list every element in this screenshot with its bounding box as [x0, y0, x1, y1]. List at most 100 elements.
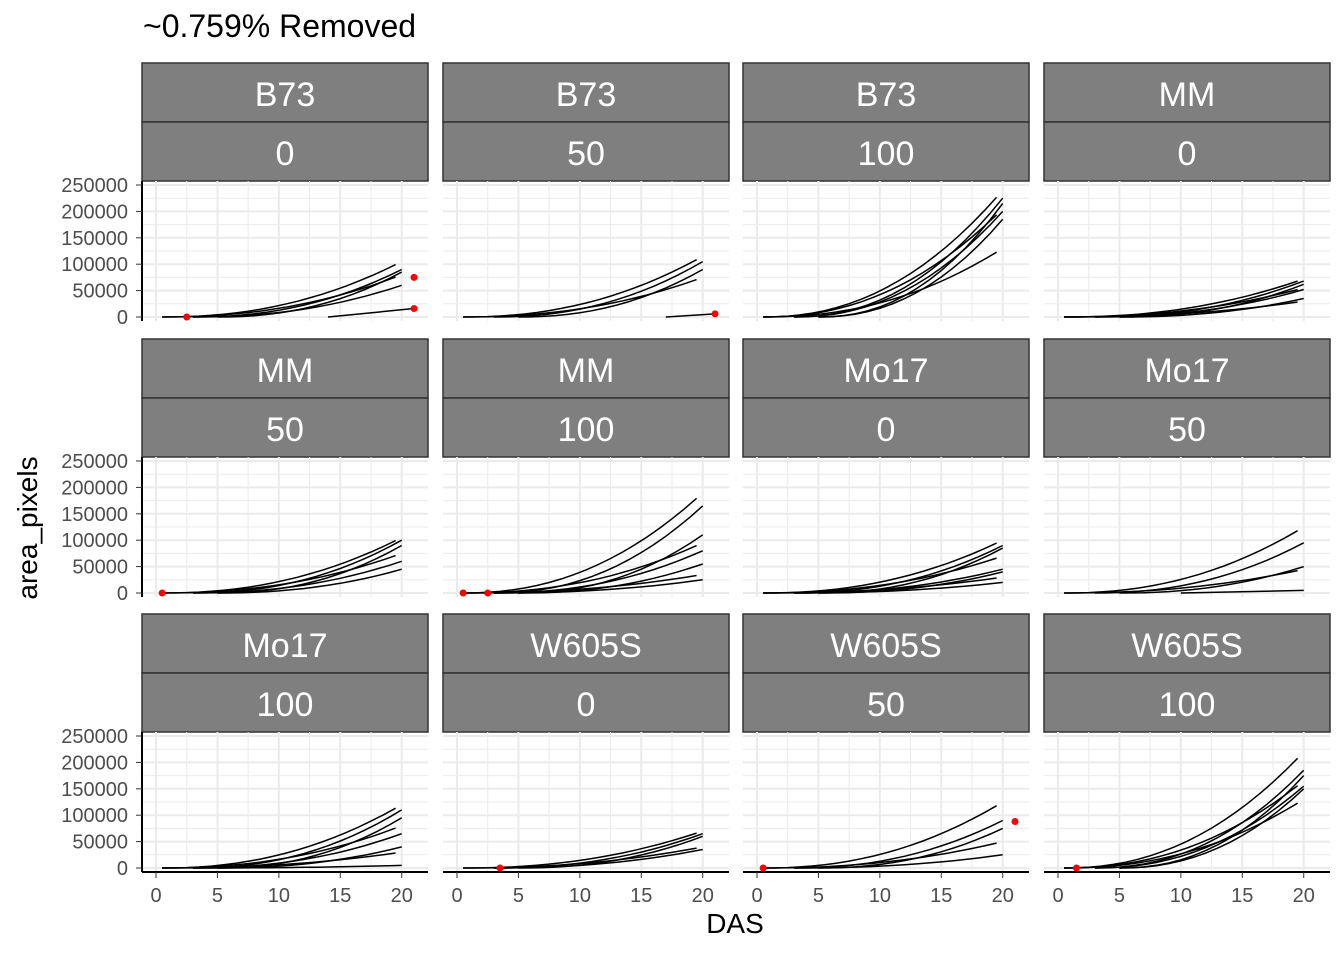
panel-mo17-0-strip-genotype: [742, 338, 1030, 399]
panel-mo17-100-x-tick-label: 15: [329, 885, 351, 907]
panel-mo17-0-genotype-label: Mo17: [843, 352, 928, 390]
panel-b73-0-treatment-label: 0: [276, 135, 295, 173]
panel-b73-0-y-tick-label: 250000: [61, 175, 128, 197]
panel-b73-50-treatment-label: 50: [567, 135, 605, 173]
panel-mo17-100-y-tick-label: 150000: [61, 779, 128, 801]
panel-b73-50-series-line: [493, 260, 704, 318]
panel-w605s-0-x-tick-label: 0: [451, 885, 462, 907]
panel-w605s-100-x-tick-label: 15: [1231, 885, 1253, 907]
panel-b73-100-treatment-label: 100: [858, 135, 915, 173]
panel-mm-100-series-line: [463, 497, 698, 594]
panel-b73-0-y-tick-label: 150000: [61, 228, 128, 250]
panel-mo17-50-series-line: [1094, 542, 1305, 594]
panel-b73-50-series-line: [518, 268, 704, 318]
panel-b73-0-outlier-point: [410, 273, 418, 281]
panel-mo17-0-series-line: [793, 581, 1003, 594]
panel-w605s-50-x-tick-label: 0: [751, 885, 762, 907]
panel-mm-0-treatment-label: 0: [1178, 135, 1197, 173]
panel-w605s-50-outlier-point: [1011, 818, 1019, 826]
panel-b73-0-series-line: [192, 284, 402, 318]
panel-w605s-100-x-tick-label: 10: [1170, 885, 1192, 907]
panel-w605s-0-x-tick-label: 15: [630, 885, 652, 907]
panel-b73-50-series-line: [463, 278, 697, 318]
panel-mo17-100-y-tick-label: 250000: [61, 726, 128, 748]
panel-mm-50-y-tick-label: 0: [117, 583, 128, 605]
panel-mm-50-y-tick-label: 200000: [61, 477, 128, 499]
panel-b73-0-strip-genotype: [141, 62, 429, 123]
panel-mm-0-series-line: [1064, 301, 1298, 318]
panel-mm-50-y-tick-label: 100000: [61, 530, 128, 552]
panel-w605s-0-outlier-point: [496, 864, 504, 872]
panel-w605s-100-x-tick-label: 20: [1293, 885, 1315, 907]
panel-b73-100-series-line: [763, 214, 998, 318]
panel-mo17-50-treatment-label: 50: [1168, 411, 1206, 449]
panel-mm-0-genotype-label: MM: [1159, 76, 1216, 114]
panel-mm-50-y-tick-label: 50000: [72, 557, 128, 579]
panel-mo17-100-x-tick-label: 0: [150, 885, 161, 907]
panel-b73-0-y-tick-label: 100000: [61, 254, 128, 276]
panel-b73-100-strip-genotype: [742, 62, 1030, 123]
panel-mo17-100-strip-treatment: [141, 672, 429, 733]
panel-mo17-0-treatment-label: 0: [877, 411, 896, 449]
panel-mm-100-treatment-label: 100: [558, 411, 615, 449]
panel-b73-50-series-line: [665, 313, 716, 318]
panel-mo17-100-x-tick-label: 20: [391, 885, 413, 907]
panel-mm-0-strip-genotype: [1043, 62, 1331, 123]
panel-mo17-100-y-tick-label: 100000: [61, 805, 128, 827]
panel-mm-50-y-tick-label: 250000: [61, 451, 128, 473]
panel-mo17-100-y-tick-label: 200000: [61, 752, 128, 774]
chart-title: ~0.759% Removed: [143, 8, 417, 44]
panel-mm-0-strip-treatment: [1043, 121, 1331, 182]
panel-w605s-100-strip-genotype: [1043, 613, 1331, 674]
panel-mo17-100-x-tick-label: 10: [268, 885, 290, 907]
panel-b73-0-outlier-point: [410, 305, 418, 313]
panel-mm-100-series-line: [493, 550, 703, 594]
panel-w605s-0-genotype-label: W605S: [530, 627, 642, 665]
panel-w605s-100-x-tick-label: 5: [1114, 885, 1125, 907]
panel-mm-100-series-line: [493, 579, 703, 594]
panel-w605s-50-x-tick-label: 10: [869, 885, 891, 907]
panel-mm-100-outlier-point: [459, 589, 467, 597]
panel-w605s-0-series-line: [493, 848, 703, 869]
panel-b73-0-strip-treatment: [141, 121, 429, 182]
panel-w605s-50-x-tick-label: 5: [813, 885, 824, 907]
panel-mo17-0-strip-treatment: [742, 397, 1030, 458]
panel-w605s-0-strip-genotype: [442, 613, 730, 674]
panel-b73-100-series-line: [763, 251, 997, 318]
panel-w605s-50-x-tick-label: 20: [992, 885, 1014, 907]
panel-b73-100-strip-treatment: [742, 121, 1030, 182]
panel-w605s-100-genotype-label: W605S: [1131, 627, 1243, 665]
panel-w605s-100-treatment-label: 100: [1159, 686, 1216, 724]
panel-mo17-50-strip-treatment: [1043, 397, 1331, 458]
panel-w605s-100-series-line: [1064, 802, 1298, 869]
panel-w605s-0-treatment-label: 0: [577, 686, 596, 724]
panel-w605s-0-x-tick-label: 10: [569, 885, 591, 907]
y-axis-label: area_pixels: [12, 456, 43, 600]
panel-mm-50-strip-genotype: [141, 338, 429, 399]
panel-mo17-100-strip-genotype: [141, 613, 429, 674]
panel-mo17-50-series-line: [1064, 530, 1298, 594]
panel-w605s-50-x-tick-label: 15: [930, 885, 952, 907]
x-axis-label: DAS: [706, 908, 764, 939]
panel-w605s-0-x-tick-label: 5: [513, 885, 524, 907]
panel-w605s-50-series-line: [763, 805, 997, 869]
panel-mm-100-strip-genotype: [442, 338, 730, 399]
panel-w605s-50-outlier-point: [759, 864, 767, 872]
panel-mo17-50-strip-genotype: [1043, 338, 1331, 399]
panel-b73-50-strip-treatment: [442, 121, 730, 182]
panel-mm-50-outlier-point: [158, 589, 166, 597]
panel-mo17-100-y-tick-label: 0: [117, 858, 128, 880]
panel-w605s-100-series-line: [1094, 785, 1305, 869]
panel-b73-100-series-line: [793, 210, 1004, 318]
panel-w605s-50-strip-treatment: [742, 672, 1030, 733]
panel-w605s-100-outlier-point: [1072, 864, 1080, 872]
panel-mo17-100-genotype-label: Mo17: [242, 627, 327, 665]
panel-w605s-100-x-tick-label: 0: [1052, 885, 1063, 907]
panel-mo17-50-series-line: [1064, 569, 1298, 594]
panel-mm-100-outlier-point: [484, 589, 492, 597]
panel-b73-50-strip-genotype: [442, 62, 730, 123]
panel-w605s-100-series-line: [1119, 788, 1305, 869]
panel-b73-100-genotype-label: B73: [856, 76, 917, 114]
panel-b73-0-y-tick-label: 200000: [61, 201, 128, 223]
